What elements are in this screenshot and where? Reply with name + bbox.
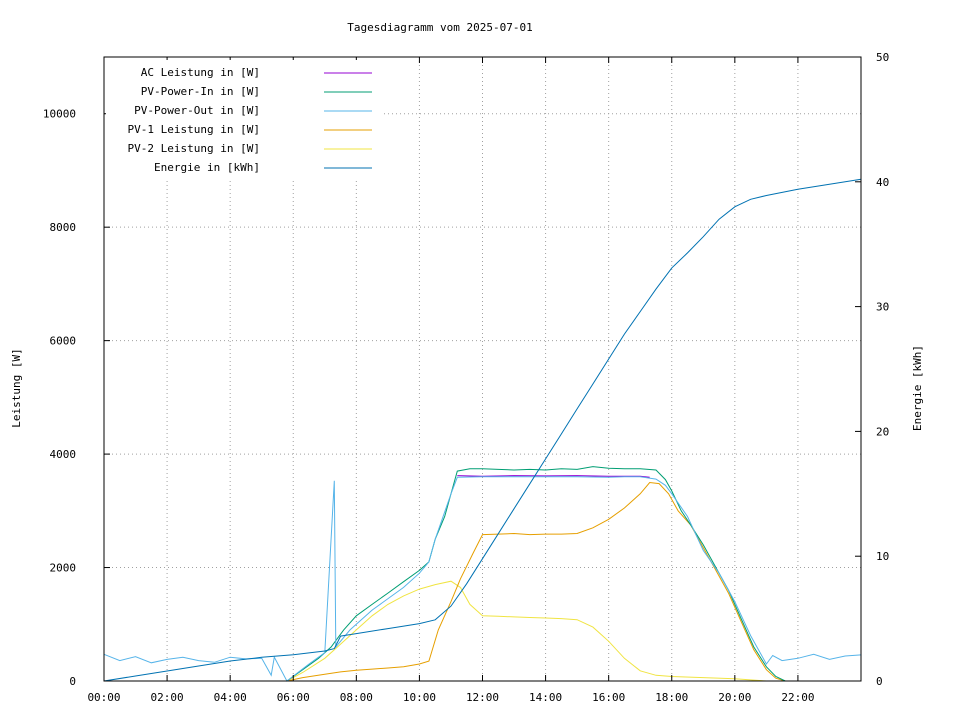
x-tick-label: 00:00 (87, 691, 120, 704)
legend: AC Leistung in [W] PV-Power-In in [W] PV-P… (106, 60, 382, 178)
y-tick-label: 10000 (43, 108, 76, 121)
x-tick-label: 20:00 (718, 691, 751, 704)
y-tick-label: 4000 (50, 448, 77, 461)
legend-label-0: AC Leistung in [W] (141, 66, 260, 79)
chart-title: Tagesdiagramm vom 2025-07-01 (347, 21, 532, 34)
y-tick-labels: 0 2000 4000 6000 8000 10000 (43, 108, 76, 688)
y-tick-label: 6000 (50, 335, 77, 348)
legend-label-2: PV-Power-Out in [W] (134, 104, 260, 117)
y-tick-label: 0 (69, 675, 76, 688)
y-axis-label: Leistung [W] (10, 348, 23, 427)
legend-label-5: Energie in [kWh] (154, 161, 260, 174)
series-line-3 (104, 481, 861, 682)
legend-label-1: PV-Power-In in [W] (141, 85, 260, 98)
y2-tick-label: 30 (876, 301, 889, 314)
legend-label-3: PV-1 Leistung in [W] (128, 123, 260, 136)
series-layer (103, 178, 862, 682)
y-tick-label: 8000 (50, 221, 77, 234)
series-line-5 (103, 178, 862, 682)
x-tick-label: 12:00 (466, 691, 499, 704)
y2-tick-label: 40 (876, 176, 889, 189)
x-tick-label: 10:00 (403, 691, 436, 704)
legend-background (106, 60, 382, 178)
x-tick-label: 04:00 (214, 691, 247, 704)
y2-tick-label: 50 (876, 51, 889, 64)
y-tick-label: 2000 (50, 562, 77, 575)
series-line-2 (103, 476, 862, 682)
series-line-0 (457, 475, 650, 478)
x-tick-label: 06:00 (277, 691, 310, 704)
legend-label-4: PV-2 Leistung in [W] (128, 142, 260, 155)
x-tick-label: 08:00 (340, 691, 373, 704)
x-tick-label: 16:00 (592, 691, 625, 704)
x-tick-label: 02:00 (151, 691, 184, 704)
series-line-4 (104, 580, 861, 682)
x-tick-labels: 00:00 02:00 04:00 06:00 08:00 10:00 12:00 14:00… (87, 691, 814, 704)
y2-axis-label: Energie [kWh] (911, 345, 924, 431)
x-tick-label: 18:00 (655, 691, 688, 704)
x-tick-label: 22:00 (781, 691, 814, 704)
x-tick-label: 14:00 (529, 691, 562, 704)
y2-tick-labels: 0 10 20 30 40 50 (876, 51, 889, 688)
y2-tick-label: 10 (876, 550, 889, 563)
y2-tick-label: 0 (876, 675, 883, 688)
y2-tick-label: 20 (876, 425, 889, 438)
